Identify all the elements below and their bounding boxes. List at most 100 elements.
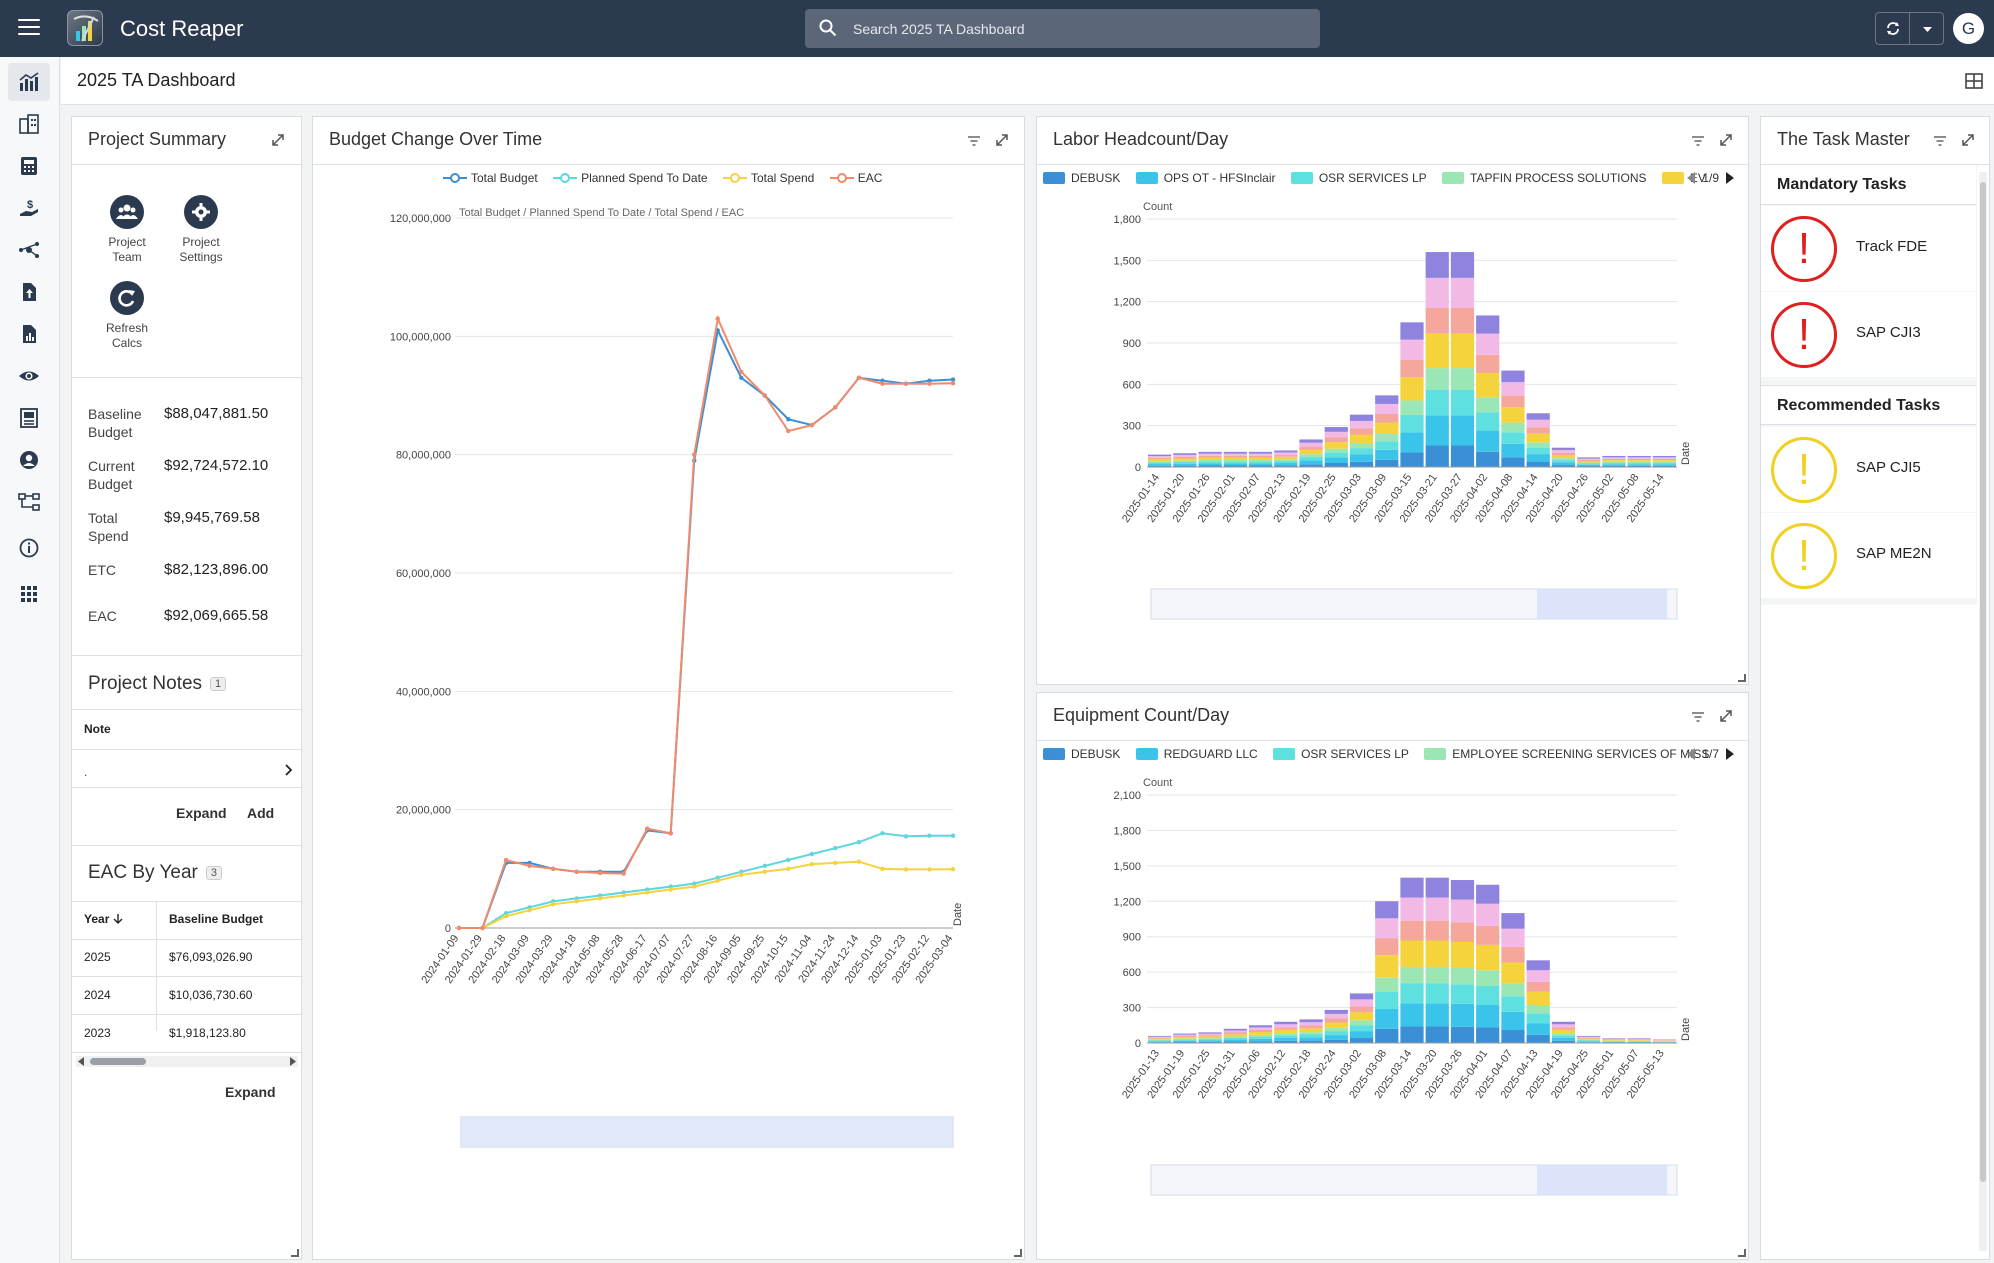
user-avatar[interactable]: G bbox=[1953, 13, 1984, 44]
vertical-scrollbar[interactable] bbox=[1979, 172, 1987, 1251]
sidebar-item-account[interactable] bbox=[8, 441, 50, 479]
legend-swatch bbox=[1135, 172, 1158, 184]
chevron-right-icon[interactable] bbox=[284, 764, 294, 776]
equipment-bar-chart[interactable]: Count03006009001,2001,5001,8002,1002025-… bbox=[1037, 768, 1749, 1258]
refresh-calcs-button[interactable]: Refresh Calcs bbox=[87, 281, 167, 351]
task-item-sap-cji3[interactable]: ! SAP CJI3 bbox=[1761, 292, 1976, 377]
filter-icon[interactable] bbox=[967, 135, 981, 147]
legend-item[interactable]: DEBUSK bbox=[1043, 747, 1120, 761]
note-row-value[interactable]: . bbox=[84, 765, 88, 779]
labor-bar-chart[interactable]: Count03006009001,2001,5001,8002025-01-14… bbox=[1037, 192, 1749, 682]
legend-item[interactable]: OSR SERVICES LP bbox=[1273, 747, 1409, 761]
chevron-left-icon[interactable] bbox=[1687, 172, 1695, 184]
bar-segment bbox=[1248, 1027, 1273, 1030]
data-point bbox=[786, 866, 791, 872]
sidebar-item-network[interactable] bbox=[8, 231, 50, 269]
resize-handle[interactable] bbox=[1738, 674, 1746, 682]
notes-expand-button[interactable]: Expand bbox=[176, 805, 227, 821]
bar-segment bbox=[1198, 1040, 1222, 1042]
refresh-calcs-label-1: Refresh bbox=[105, 321, 149, 335]
search-bar[interactable] bbox=[805, 9, 1320, 48]
bar-segment bbox=[1148, 459, 1172, 462]
project-team-button[interactable]: Project Team bbox=[87, 195, 167, 265]
bar-segment bbox=[1248, 1036, 1273, 1039]
bar-segment bbox=[1425, 415, 1449, 446]
bar-segment bbox=[1526, 427, 1550, 434]
resize-handle[interactable] bbox=[291, 1249, 299, 1257]
legend-item[interactable]: REDGUARD LLC bbox=[1135, 747, 1258, 761]
sidebar-item-upload[interactable] bbox=[8, 273, 50, 311]
data-point bbox=[550, 866, 556, 872]
scrollbar-thumb[interactable] bbox=[90, 1058, 146, 1065]
data-point bbox=[668, 887, 673, 892]
y-tick-label: 60,000,000 bbox=[396, 568, 451, 580]
bar-segment bbox=[1476, 397, 1500, 413]
legend-eac[interactable]: EAC bbox=[829, 171, 883, 185]
bar-segment bbox=[1148, 1035, 1172, 1037]
legend-item[interactable]: EMPLOYEE SCREENING SERVICES OF MISS bbox=[1424, 747, 1709, 761]
year-column-header[interactable]: Year bbox=[84, 912, 123, 926]
filter-icon[interactable] bbox=[1691, 711, 1705, 723]
sidebar-item-info[interactable] bbox=[8, 529, 50, 567]
chevron-left-icon[interactable] bbox=[1687, 748, 1695, 760]
bar-segment bbox=[1551, 447, 1576, 451]
sidebar-item-apps[interactable] bbox=[8, 575, 50, 613]
task-item-sap-cji5[interactable]: ! SAP CJI5 bbox=[1761, 427, 1976, 512]
expand-icon[interactable] bbox=[1719, 709, 1733, 723]
layout-grid-icon[interactable] bbox=[1964, 71, 1984, 91]
project-settings-label-1: Project bbox=[182, 235, 220, 249]
sync-icon bbox=[1887, 22, 1899, 35]
legend-item[interactable]: OSR SERVICES LP bbox=[1290, 171, 1427, 185]
resize-handle[interactable] bbox=[1738, 1249, 1746, 1257]
scrollbar-thumb[interactable] bbox=[1980, 182, 1986, 1182]
legend-item[interactable]: TAPFIN PROCESS SOLUTIONS bbox=[1442, 171, 1647, 185]
sidebar-item-calculator[interactable] bbox=[8, 147, 50, 185]
notes-column-header[interactable]: Note bbox=[84, 722, 111, 736]
filter-icon[interactable] bbox=[1691, 135, 1705, 147]
search-input[interactable] bbox=[853, 9, 1293, 48]
app-logo[interactable] bbox=[67, 10, 103, 46]
sidebar-item-dashboard[interactable] bbox=[8, 63, 50, 101]
baseline-budget-column-header[interactable]: Baseline Budget bbox=[169, 912, 264, 926]
legend-label: EAC bbox=[857, 171, 883, 185]
sidebar-item-view[interactable] bbox=[8, 357, 50, 395]
chevron-right-icon[interactable] bbox=[1726, 172, 1735, 184]
sidebar-item-workflow[interactable] bbox=[8, 483, 50, 521]
legend-item[interactable]: DEBUSK bbox=[1043, 171, 1120, 185]
expand-icon[interactable] bbox=[995, 133, 1009, 147]
legend-total-budget[interactable]: Total Budget bbox=[443, 171, 538, 185]
expand-icon[interactable] bbox=[1961, 133, 1975, 147]
bar-segment bbox=[1551, 1027, 1576, 1030]
task-item-sap-me2n[interactable]: ! SAP ME2N bbox=[1761, 513, 1976, 598]
budget-line-chart[interactable]: Total Budget / Planned Spend To Date / T… bbox=[313, 192, 1025, 1252]
bar-segment bbox=[1324, 1027, 1348, 1032]
legend-item[interactable]: OPS OT - HFSInclair bbox=[1135, 171, 1276, 185]
horizontal-scrollbar[interactable] bbox=[76, 1056, 298, 1067]
chevron-right-icon[interactable] bbox=[1726, 748, 1735, 760]
filter-icon[interactable] bbox=[1933, 135, 1947, 147]
project-settings-button[interactable]: Project Settings bbox=[161, 195, 241, 265]
expand-icon[interactable] bbox=[1719, 133, 1733, 147]
eac-expand-button[interactable]: Expand bbox=[225, 1084, 276, 1100]
scroll-right-icon[interactable] bbox=[289, 1057, 297, 1066]
expand-icon[interactable] bbox=[271, 133, 285, 147]
notes-add-button[interactable]: Add bbox=[247, 805, 275, 821]
bar-segment bbox=[1349, 1006, 1374, 1013]
sidebar-item-payments[interactable]: $ bbox=[8, 189, 50, 227]
sync-button[interactable] bbox=[1876, 13, 1910, 44]
resize-handle[interactable] bbox=[1014, 1249, 1022, 1257]
sidebar-item-ledger[interactable] bbox=[8, 399, 50, 437]
legend-total-spend[interactable]: Total Spend bbox=[722, 171, 814, 185]
scroll-left-icon[interactable] bbox=[77, 1057, 85, 1066]
task-item-track-fde[interactable]: ! Track FDE bbox=[1761, 206, 1976, 291]
bar-segment bbox=[1476, 925, 1500, 945]
legend-swatch bbox=[1135, 748, 1158, 760]
legend-planned-spend[interactable]: Planned Spend To Date bbox=[553, 171, 708, 185]
sidebar-item-report[interactable] bbox=[8, 315, 50, 353]
sidebar-item-buildings[interactable] bbox=[8, 105, 50, 143]
hamburger-menu-icon[interactable] bbox=[18, 19, 40, 37]
bar-segment bbox=[1173, 1036, 1197, 1038]
hand-dollar-icon: $ bbox=[20, 199, 38, 216]
sync-dropdown-button[interactable] bbox=[1911, 13, 1944, 44]
bar-segment bbox=[1223, 1037, 1247, 1040]
